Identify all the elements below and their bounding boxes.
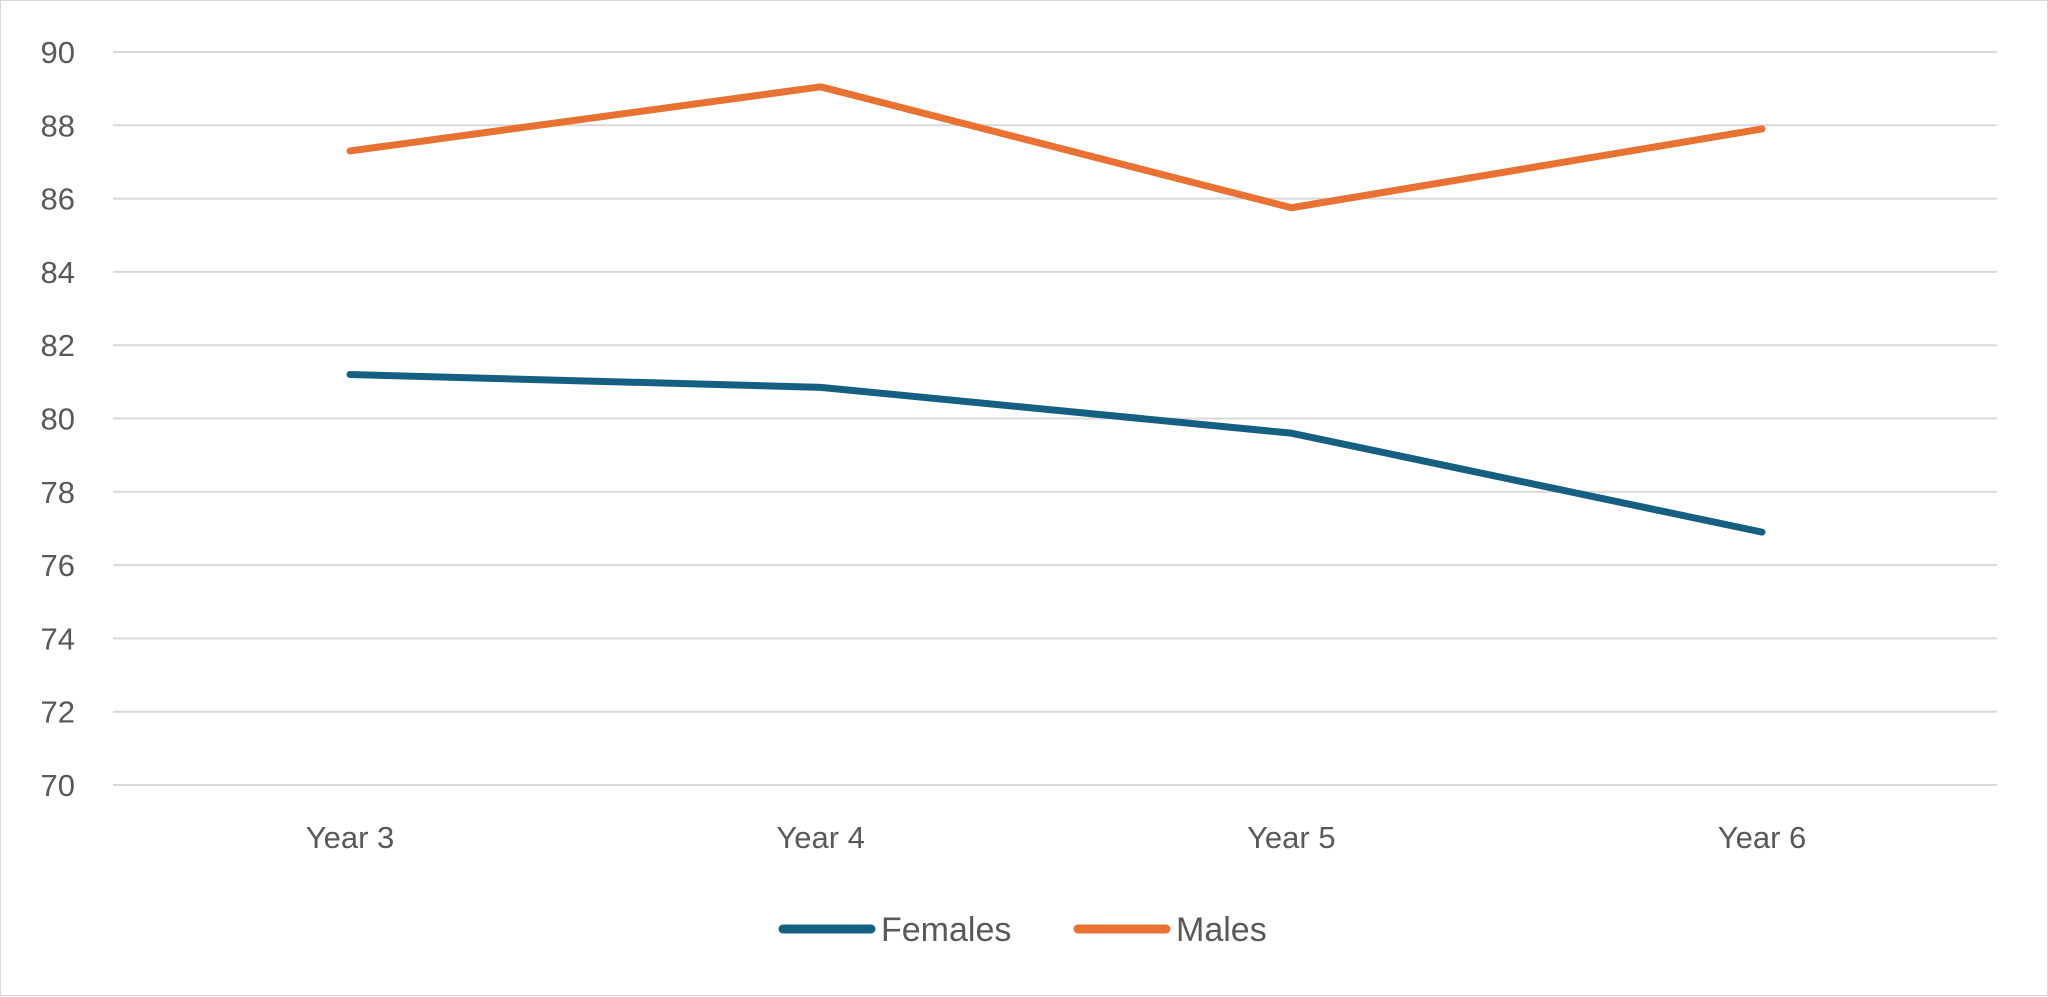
data-point-males: [820, 86, 822, 88]
data-point-females: [349, 374, 351, 376]
series-line-males: [346, 83, 1766, 212]
x-tick-label: Year 3: [306, 820, 395, 855]
legend-label-males: Males: [1176, 911, 1267, 949]
y-tick-label: 78: [41, 475, 75, 510]
y-tick-label: 86: [41, 182, 75, 217]
y-tick-label: 70: [41, 768, 75, 803]
y-tick-label: 76: [41, 548, 75, 583]
data-point-females: [1761, 531, 1763, 533]
data-point-females: [1290, 432, 1292, 434]
series-lines: [346, 83, 1766, 536]
y-tick-label: 82: [41, 328, 75, 363]
x-tick-label: Year 6: [1718, 820, 1807, 855]
series-line-females: [346, 371, 1766, 536]
data-point-males: [349, 150, 351, 152]
data-point-males: [1290, 207, 1292, 209]
y-tick-label: 74: [41, 621, 75, 656]
y-tick-label: 80: [41, 402, 75, 437]
y-axis-tick-labels: 70 72 74 76 78 80 82 84 86 88 90: [41, 35, 75, 803]
y-tick-label: 84: [41, 255, 75, 290]
data-point-males: [1761, 128, 1763, 130]
legend-label-females: Females: [881, 911, 1011, 949]
x-axis-tick-labels: Year 3 Year 4 Year 5 Year 6: [306, 820, 1807, 855]
y-tick-label: 90: [41, 35, 75, 70]
gridlines: [113, 51, 1997, 786]
y-tick-label: 88: [41, 108, 75, 143]
x-tick-label: Year 4: [776, 820, 865, 855]
data-point-females: [820, 386, 822, 388]
x-tick-label: Year 5: [1247, 820, 1336, 855]
y-tick-label: 72: [41, 695, 75, 730]
legend: Females Males: [778, 911, 1267, 949]
